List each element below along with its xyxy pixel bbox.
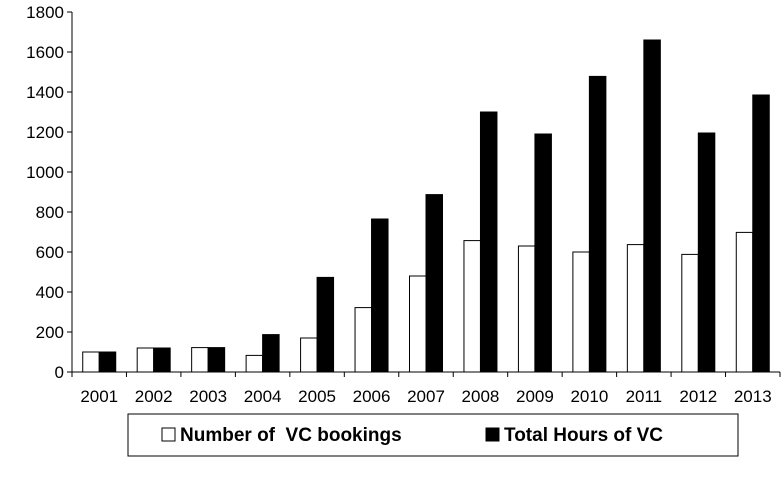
legend-box <box>127 413 739 457</box>
bar-bookings <box>735 231 754 373</box>
x-tick-label: 2011 <box>626 387 663 406</box>
bar-hours <box>425 194 443 373</box>
bar-hours <box>371 218 389 373</box>
y-tick-label: 1200 <box>26 123 64 142</box>
bar-bookings <box>354 307 373 373</box>
y-tick-label: 800 <box>36 203 64 222</box>
plot-area: 0 200 400 600 800 1000 1200 1400 1600 1800 2001 200… <box>26 3 781 406</box>
bar-bookings <box>572 251 590 373</box>
bar-hours <box>262 334 280 373</box>
x-tick-label: 2006 <box>353 387 391 406</box>
bar-hours <box>697 132 716 373</box>
x-tick-label: 2010 <box>570 387 608 406</box>
bar-hours <box>534 133 552 373</box>
bar-bookings <box>626 244 645 373</box>
x-tick-label: 2012 <box>679 387 717 406</box>
bar-bookings <box>681 253 699 373</box>
bar-hours <box>479 111 498 373</box>
y-tick-label: 1400 <box>26 83 64 102</box>
x-tick-label: 2005 <box>298 387 336 406</box>
legend-label-hours: Total Hours of VC <box>504 425 663 446</box>
y-tick-label: 1600 <box>26 43 64 62</box>
bar-bookings <box>300 337 318 373</box>
bar-hours <box>752 94 770 373</box>
bar-hours <box>207 347 226 373</box>
x-tick-label: 2007 <box>407 387 445 406</box>
bar-bookings <box>136 347 155 373</box>
x-tick-label: 2001 <box>80 387 118 406</box>
legend-label-bookings: Number of VC bookings <box>180 425 402 446</box>
legend-swatch-bookings <box>161 427 176 442</box>
x-tick-label: 2009 <box>516 387 554 406</box>
y-tick-label: 0 <box>55 363 64 382</box>
y-tick-label: 200 <box>36 323 64 342</box>
bar-hours <box>643 39 661 373</box>
y-tick-label: 1000 <box>26 163 64 182</box>
y-tick-label: 1800 <box>26 3 64 22</box>
bar-hours <box>98 351 117 373</box>
bar-bookings <box>463 240 481 373</box>
bar-hours <box>153 347 171 373</box>
legend-swatch-hours <box>485 427 500 442</box>
bar-bookings <box>191 347 209 373</box>
bar-hours <box>588 75 607 373</box>
bar-bookings <box>82 351 100 373</box>
bar-bookings <box>517 245 536 373</box>
x-tick-label: 2004 <box>244 387 282 406</box>
x-tick-label: 2008 <box>462 387 500 406</box>
x-tick-label: 2003 <box>189 387 227 406</box>
bar-bookings <box>409 275 427 373</box>
y-tick-label: 400 <box>36 283 64 302</box>
legend: Number of VC bookings Total Hours of VC <box>127 413 739 457</box>
x-tick-label: 2002 <box>135 387 173 406</box>
bar-hours <box>316 276 335 373</box>
bar-bookings <box>245 354 264 373</box>
y-tick-label: 600 <box>36 243 64 262</box>
x-tick-label: 2013 <box>734 387 772 406</box>
